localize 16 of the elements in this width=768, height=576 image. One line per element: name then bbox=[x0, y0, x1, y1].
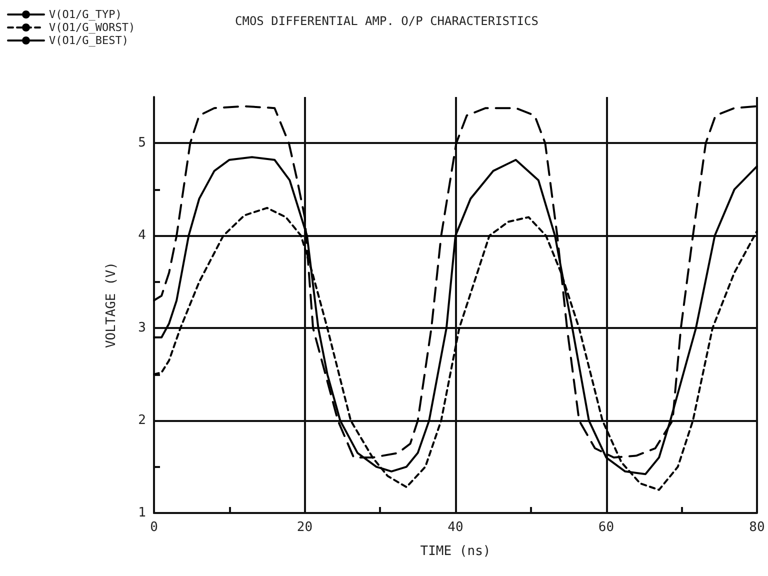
x-tick-label: 80 bbox=[749, 520, 765, 535]
x-tick-label: 60 bbox=[598, 520, 614, 535]
x-tick-label: 20 bbox=[296, 520, 313, 535]
chart-title: CMOS DIFFERENTIAL AMP. O/P CHARACTERISTICS bbox=[235, 14, 538, 28]
x-tick-label: 0 bbox=[150, 520, 158, 535]
y-axis-title: VOLTAGE (V) bbox=[104, 262, 119, 348]
y-tick-label: 4 bbox=[138, 228, 146, 244]
y-tick-label: 5 bbox=[138, 136, 146, 151]
y-tick-label: 2 bbox=[138, 413, 146, 428]
x-axis-title: TIME (ns) bbox=[420, 544, 491, 559]
x-tick-label: 40 bbox=[448, 520, 464, 535]
y-tick-label: 3 bbox=[138, 320, 146, 336]
legend-label: V(O1/G_BEST) bbox=[49, 34, 128, 47]
legend-label: V(O1/G_TYP) bbox=[49, 8, 122, 21]
legend-label: V(O1/G_WORST) bbox=[49, 21, 136, 34]
y-tick-label: 1 bbox=[138, 506, 146, 520]
